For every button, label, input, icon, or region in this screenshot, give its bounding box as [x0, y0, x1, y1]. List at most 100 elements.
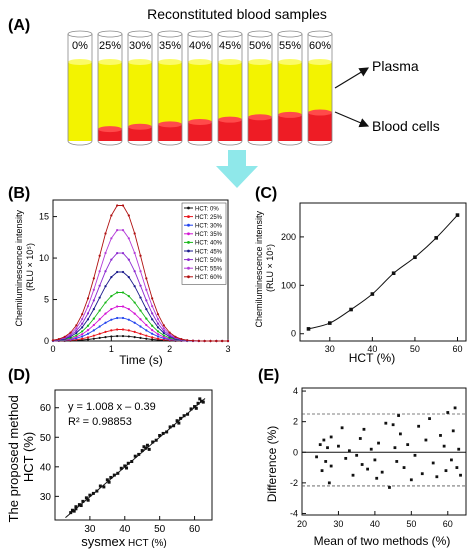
curve-point	[116, 291, 119, 294]
data-point	[306, 327, 311, 331]
legend-label: HCT: 55%	[195, 267, 223, 273]
curve-point	[156, 322, 160, 325]
x-tick-label: 30	[333, 519, 343, 529]
curve-point	[127, 295, 130, 298]
curve-point	[191, 339, 195, 342]
tube-label: 55%	[279, 40, 301, 52]
data-point	[74, 505, 78, 509]
panel-e-xlabel: Mean of two methods (%)	[314, 534, 451, 548]
data-point	[130, 460, 134, 463]
tube-label: 25%	[99, 40, 121, 52]
legend-marker	[187, 223, 190, 227]
curve-point	[92, 337, 95, 340]
curve-point	[221, 339, 224, 343]
curve-point	[162, 324, 165, 327]
data-point	[406, 443, 410, 447]
data-point	[450, 458, 453, 462]
y-tick-label: 100	[281, 280, 296, 290]
data-point	[126, 461, 130, 465]
curve-point	[92, 317, 95, 320]
curve-point	[116, 328, 119, 331]
x-tick-label: 60	[189, 524, 201, 535]
curve-point	[151, 318, 154, 321]
legend-marker	[187, 258, 190, 261]
x-tick-label: 1	[109, 344, 114, 354]
blood-cells-label: Blood cells	[372, 118, 440, 134]
y-tick-label: 60	[40, 403, 52, 414]
data-point	[380, 470, 384, 474]
curve-point	[75, 334, 78, 337]
curve-point	[121, 204, 125, 207]
curve-point	[110, 276, 113, 279]
curve-point	[86, 329, 90, 332]
curve-point	[151, 329, 154, 332]
data-point	[388, 486, 391, 489]
data-point	[375, 476, 379, 480]
curve-point	[75, 335, 78, 339]
data-point	[391, 423, 395, 427]
data-point	[201, 400, 205, 404]
curve-point	[92, 323, 95, 327]
blood-cell-layer	[248, 117, 272, 141]
curve-point	[156, 317, 160, 321]
curve-point	[92, 288, 95, 291]
data-point	[370, 292, 375, 296]
panel-e: (E) Difference (%) Mean of two methods (…	[258, 367, 467, 548]
curve-point	[145, 334, 148, 337]
curve-point	[180, 337, 183, 341]
x-tick-label: 40	[367, 344, 377, 354]
transition-arrow-icon	[216, 150, 258, 188]
tube-label: 30%	[129, 40, 151, 52]
tube-label: 60%	[309, 40, 331, 52]
curve-point	[215, 339, 218, 343]
curve-point	[92, 308, 95, 311]
data-point	[140, 449, 144, 453]
x-tick-label: 0	[50, 344, 55, 354]
curve-point	[162, 334, 165, 337]
panel-c-plot: 30 40 50 60 0 100 200	[281, 202, 467, 354]
curve-point	[116, 270, 119, 274]
data-point	[196, 401, 200, 405]
panel-d-ylabel-line2: HCT (%)	[21, 432, 36, 482]
curve-point	[86, 305, 90, 308]
curve-point	[156, 333, 160, 336]
tube-outline	[127, 34, 153, 146]
curve-point	[110, 214, 113, 217]
curve-point	[151, 297, 154, 300]
curve-point	[133, 301, 136, 304]
curve-point	[145, 323, 148, 327]
data-point	[88, 493, 92, 497]
curve-point	[92, 329, 95, 332]
data-point	[439, 434, 442, 437]
panel-d-ylabel: The proposed method HCT (%)	[6, 392, 36, 523]
y-tick-label: 40	[40, 462, 52, 473]
curve-point	[98, 270, 101, 273]
curve-point	[139, 284, 142, 287]
data-point	[420, 472, 424, 476]
plasma-meniscus	[218, 59, 242, 65]
data-point	[340, 426, 344, 430]
curve-point	[151, 305, 154, 308]
blood-cell-layer	[98, 129, 122, 141]
curve-point	[75, 324, 78, 327]
y-tick-label: -2	[290, 478, 298, 488]
curve-point	[127, 318, 130, 321]
curve-point	[98, 284, 101, 287]
data-point	[397, 414, 400, 417]
curve-point	[98, 336, 101, 339]
data-point	[179, 416, 183, 420]
panel-a: (A) Reconstituted blood samples 0% 25% 30%…	[8, 6, 440, 146]
curve-point	[116, 316, 119, 320]
curve-point	[110, 318, 113, 321]
regression-r2: R² = 0.98853	[68, 416, 132, 428]
data-point	[125, 466, 129, 470]
data-point	[366, 467, 369, 471]
curve-point	[162, 335, 165, 339]
curve-point	[81, 337, 84, 340]
x-tick-label: 50	[406, 519, 416, 529]
regression-equation: y = 1.008 x – 0.39	[68, 401, 156, 413]
tube-outline	[97, 34, 123, 146]
data-point	[369, 447, 373, 451]
legend-label: HCT: 30%	[195, 224, 223, 230]
blood-cell-layer	[188, 122, 212, 141]
